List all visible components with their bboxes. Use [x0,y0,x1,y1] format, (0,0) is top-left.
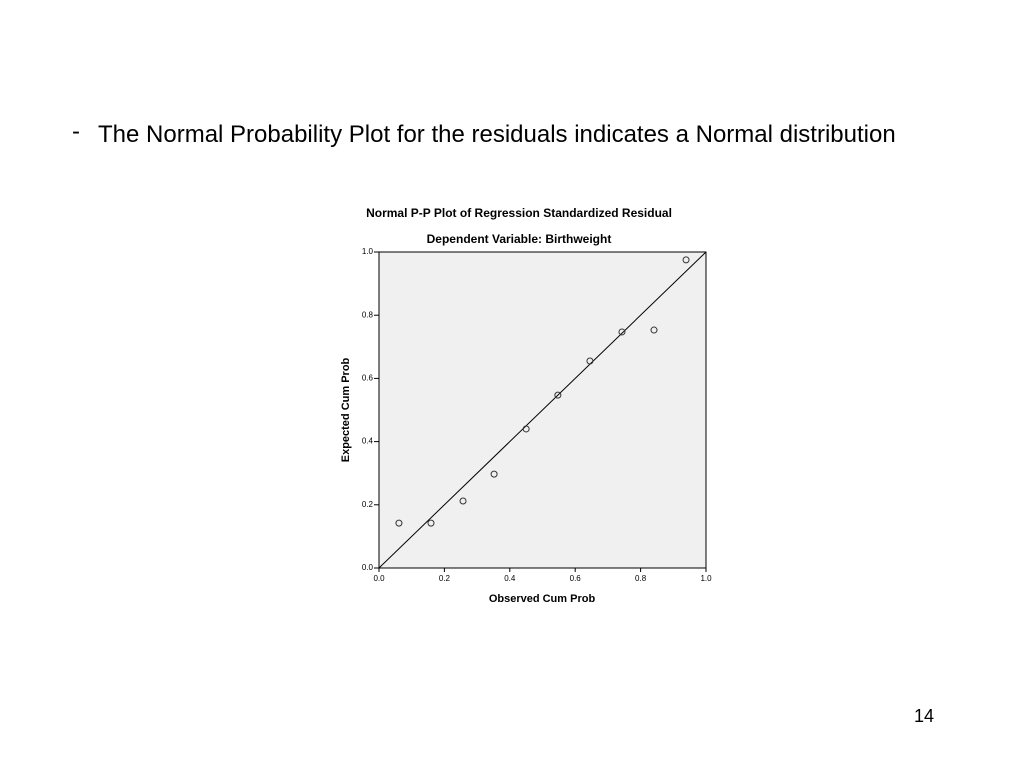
page-number: 14 [914,706,935,726]
y-tick-label: 0.6 [362,374,374,383]
y-tick-label: 0.8 [362,310,374,319]
point [586,357,594,365]
point [554,391,562,399]
x-tick-label: 0.4 [504,574,516,583]
chart-subtitle: Dependent Variable: Birthweight [427,232,612,246]
x-tick-label: 0.2 [439,574,451,583]
point [682,256,690,264]
y-axis-label: Expected Cum Prob [340,357,352,462]
y-tick-label: 1.0 [362,247,374,256]
x-tick-label: 0.0 [373,574,385,583]
bullet-marker: - [72,118,80,145]
point [618,328,626,336]
point [490,470,498,478]
reference-line [378,251,707,569]
y-tick-label: 0.4 [362,437,374,446]
point [427,519,435,527]
point [522,425,530,433]
x-tick-label: 0.6 [570,574,582,583]
y-tick-label: 0.0 [362,563,374,572]
x-axis-label: Observed Cum Prob [489,593,596,605]
y-tick-label: 0.2 [362,500,374,509]
bullet-text: The Normal Probability Plot for the resi… [98,121,896,148]
x-tick-label: 0.8 [635,574,647,583]
point [395,519,403,527]
point [459,497,467,505]
chart-title: Normal P-P Plot of Regression Standardiz… [366,206,672,220]
x-tick-label: 1.0 [700,574,712,583]
point [650,326,658,334]
